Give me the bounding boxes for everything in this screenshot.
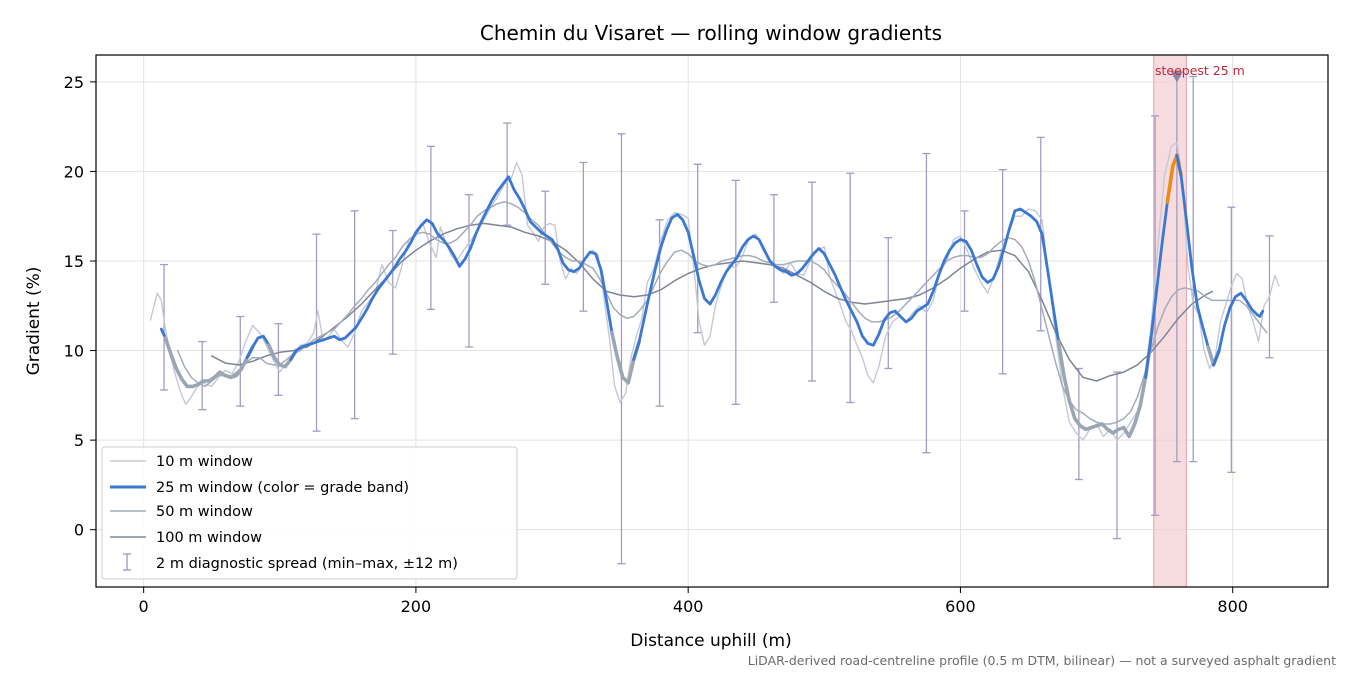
series-25m-segment-mid [1175, 153, 1215, 367]
y-axis-label: Gradient (%) [24, 267, 44, 376]
diagnostic-errorbar [541, 190, 550, 285]
y-tick-label: 15 [64, 252, 84, 271]
series-25m-window [159, 153, 1265, 439]
x-tick-label: 600 [945, 597, 976, 616]
steepest-annotation: steepest 25 m [1155, 63, 1245, 78]
y-tick-label: 10 [64, 342, 84, 361]
steepest-25m-band [1153, 55, 1187, 587]
diagnostic-errorbar [198, 340, 207, 411]
diagnostic-errorbar [160, 263, 169, 391]
diagnostic-errorbar [465, 194, 474, 348]
legend-swatch-errorbar [123, 553, 131, 571]
legend-label-100m: 100 m window [156, 530, 262, 546]
diagnostic-errorbar [350, 210, 359, 420]
diagnostic-errorbar [236, 315, 245, 407]
legend-label-errorbar: 2 m diagnostic spread (min–max, ±12 m) [156, 556, 458, 572]
plot-frame [95, 54, 1329, 588]
diagnostic-errorbar [274, 323, 283, 396]
legend: 10 m window 25 m window (color = grade b… [101, 446, 518, 580]
series-layer [149, 142, 1280, 441]
y-tick-label: 0 [74, 521, 84, 540]
marker-layer [1170, 71, 1183, 83]
legend-label-50m: 50 m window [156, 504, 253, 520]
legend-label-10m: 10 m window [156, 454, 253, 470]
highlight-layer [1153, 55, 1187, 587]
series-25m-segment-gentle [1056, 336, 1153, 439]
diagnostic-errorbar [731, 179, 740, 405]
series-25m-segment-mid [289, 175, 619, 361]
diagnostic-errorbar [388, 229, 397, 355]
legend-label-25m: 25 m window (color = grade band) [156, 480, 409, 496]
chart-title: Chemin du Visaret — rolling window gradi… [480, 21, 942, 45]
series-50m-window [176, 201, 1268, 425]
x-axis: 0 200 400 600 800 [139, 587, 1248, 616]
diagnostic-errorbar [998, 168, 1007, 375]
diagnostic-errorbar [579, 161, 588, 312]
series-25m-segment-mid [632, 207, 1066, 377]
diagnostic-errorbar [846, 172, 855, 404]
legend-frame [101, 446, 518, 580]
x-tick-label: 0 [139, 597, 149, 616]
y-tick-label: 5 [74, 431, 84, 450]
diagnostic-errorbar [922, 152, 931, 454]
diagnostic-errorbar [884, 237, 893, 370]
series-25m-segment-gentle [163, 336, 255, 389]
x-tick-label: 200 [401, 597, 432, 616]
diagnostic-errorbar [617, 133, 626, 565]
y-axis: 0 5 10 15 20 25 [64, 73, 96, 540]
diagnostic-errorbar [1112, 371, 1121, 540]
diagnostic-errorbar [503, 122, 512, 226]
diagnostic-errorbar [960, 210, 969, 312]
series-25m-segment-mid [1212, 291, 1265, 367]
footnote: LiDAR-derived road-centreline profile (0… [748, 653, 1336, 668]
x-axis-label: Distance uphill (m) [630, 631, 791, 651]
diagnostic-errorbar [312, 233, 321, 432]
diagnostic-errorbar [808, 181, 817, 382]
diagnostic-errorbar [769, 194, 778, 303]
steepest-marker [1170, 71, 1183, 83]
y-tick-label: 25 [64, 73, 84, 92]
x-tick-label: 800 [1217, 597, 1248, 616]
x-tick-label: 400 [673, 597, 704, 616]
diagnostic-errorbar [1151, 115, 1160, 517]
diagnostic-errorbar [426, 145, 435, 311]
diagnostic-errorbar [1227, 206, 1236, 474]
y-tick-label: 20 [64, 162, 84, 181]
